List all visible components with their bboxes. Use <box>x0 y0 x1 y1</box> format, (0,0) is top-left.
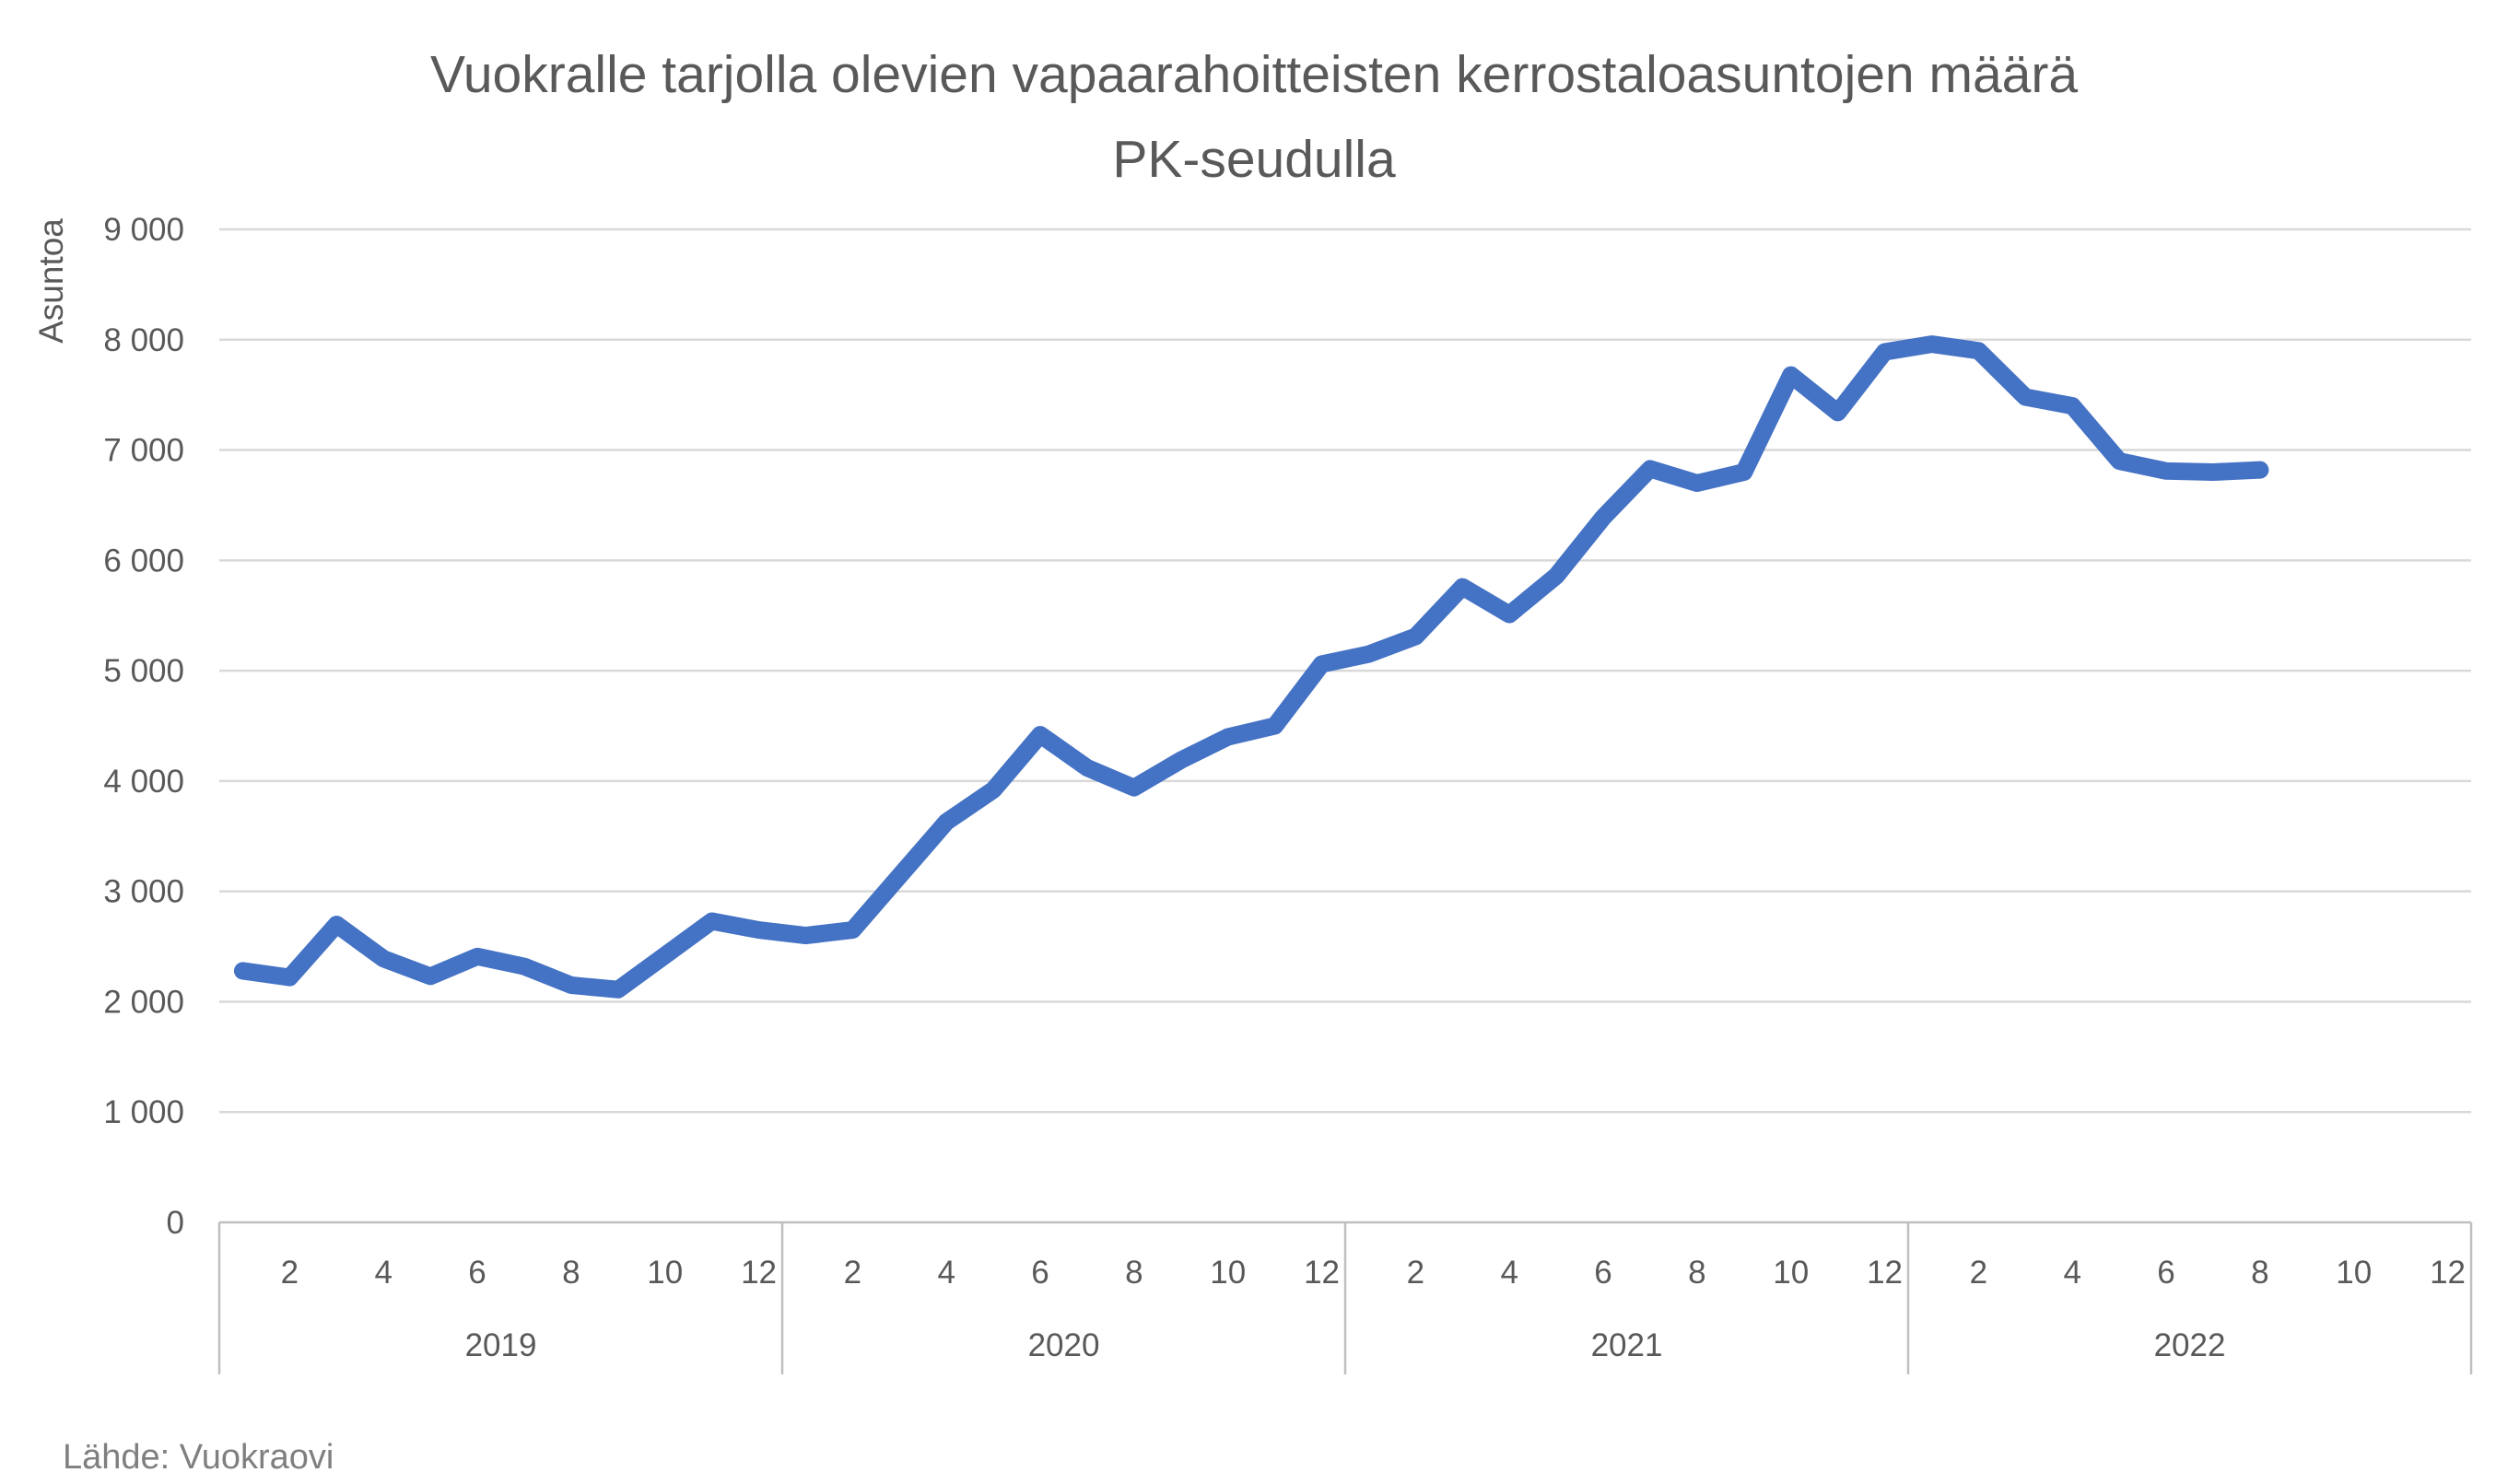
data-point <box>2258 469 2261 472</box>
data-point <box>1508 613 1511 616</box>
series-layer <box>233 335 2269 999</box>
x-month-tick-label: 2 <box>844 1255 861 1291</box>
data-point <box>522 965 525 968</box>
x-month-tick-label: 4 <box>937 1255 955 1291</box>
data-point <box>288 976 291 979</box>
x-month-tick-label: 12 <box>1304 1255 1340 1291</box>
x-month-tick-label: 2 <box>1970 1255 1987 1291</box>
data-point <box>1836 411 1839 414</box>
y-tick-label: 6 000 <box>103 543 184 578</box>
x-month-tick-label: 2 <box>1407 1255 1424 1291</box>
gridlines <box>219 228 2471 1114</box>
data-point <box>2118 460 2121 462</box>
data-point <box>992 789 995 791</box>
data-point <box>1414 635 1417 637</box>
x-month-tick-label: 12 <box>1867 1255 1903 1291</box>
x-month-tick-label: 8 <box>562 1255 580 1291</box>
data-point <box>1179 759 1182 762</box>
data-point <box>1039 733 1042 736</box>
y-tick-label: 3 000 <box>103 874 184 910</box>
data-point <box>804 934 807 937</box>
data-point <box>1930 343 1933 345</box>
data-point <box>2024 396 2027 399</box>
data-point <box>1977 349 1980 352</box>
data-point <box>241 969 244 972</box>
x-month-tick-label: 10 <box>1773 1255 1809 1291</box>
x-month-tick-label: 8 <box>2251 1255 2268 1291</box>
data-point <box>2165 470 2168 473</box>
x-month-tick-label: 6 <box>468 1255 486 1291</box>
data-point <box>429 975 432 977</box>
y-tick-label: 5 000 <box>103 653 184 689</box>
x-month-tick-label: 4 <box>374 1255 392 1291</box>
data-point <box>1085 766 1088 769</box>
source-note: Lähde: Vuokraovi <box>63 1438 334 1477</box>
data-point <box>1883 350 1886 353</box>
x-month-tick-label: 6 <box>2157 1255 2174 1291</box>
y-tick-label: 2 000 <box>103 984 184 1020</box>
x-month-tick-label: 12 <box>741 1255 777 1291</box>
y-tick-label: 0 <box>167 1205 184 1241</box>
series-line <box>233 335 2269 999</box>
x-month-tick-label: 6 <box>1031 1255 1049 1291</box>
data-point <box>2211 471 2214 473</box>
x-month-tick-label: 6 <box>1594 1255 1611 1291</box>
data-point <box>710 920 713 923</box>
y-tick-label: 1 000 <box>103 1094 184 1130</box>
data-point <box>1132 787 1135 789</box>
data-point <box>757 929 760 931</box>
y-tick-label: 7 000 <box>103 433 184 469</box>
x-month-tick-label: 4 <box>1500 1255 1518 1291</box>
chart-title-line-1: Vuokralle tarjolla olevien vapaarahoitte… <box>430 45 2078 104</box>
y-tick-label: 8 000 <box>103 322 184 358</box>
x-year-label: 2019 <box>465 1327 537 1363</box>
data-point <box>569 984 572 987</box>
data-point <box>1367 653 1370 656</box>
x-month-tick-label: 8 <box>1688 1255 1705 1291</box>
x-month-tick-label: 10 <box>1210 1255 1246 1291</box>
data-point <box>851 929 854 931</box>
data-point <box>2071 404 2074 407</box>
x-axis: 2 4 6 8 10 12 2019 2 4 6 8 10 12 2020 2 4 6 8 10 12 2021 2 4 6 8… <box>217 1221 2473 1374</box>
data-point <box>1602 516 1605 519</box>
y-axis-ticks: 0 1 000 2 000 3 000 4 000 5 000 6 000 7 000 8 00… <box>103 212 184 1241</box>
data-point <box>1226 735 1229 738</box>
x-month-tick-label: 8 <box>1125 1255 1143 1291</box>
data-point <box>335 923 338 926</box>
data-point <box>616 988 619 991</box>
y-tick-label: 4 000 <box>103 764 184 800</box>
x-month-tick-label: 12 <box>2430 1255 2466 1291</box>
y-axis-title: Asuntoa <box>32 218 70 344</box>
data-point <box>1555 575 1558 578</box>
data-point <box>1461 586 1464 589</box>
x-month-tick-label: 10 <box>2336 1255 2372 1291</box>
chart-title-line-2: PK-seudulla <box>1112 130 1396 189</box>
x-month-tick-label: 2 <box>281 1255 299 1291</box>
data-point <box>1648 467 1651 470</box>
data-point <box>1273 725 1276 727</box>
data-point <box>1695 482 1698 485</box>
x-year-label: 2021 <box>1591 1327 1663 1363</box>
x-month-tick-label: 4 <box>2063 1255 2080 1291</box>
data-point <box>1742 471 1745 473</box>
x-year-label: 2020 <box>1028 1327 1100 1363</box>
data-point <box>1320 662 1323 665</box>
data-point <box>382 957 385 960</box>
data-point <box>476 955 479 958</box>
y-tick-label: 9 000 <box>103 212 184 248</box>
x-month-tick-label: 10 <box>647 1255 683 1291</box>
data-point <box>898 874 901 877</box>
x-year-label: 2022 <box>2154 1327 2226 1363</box>
data-point <box>663 954 666 957</box>
data-point <box>1789 374 1792 377</box>
data-point <box>945 821 948 824</box>
